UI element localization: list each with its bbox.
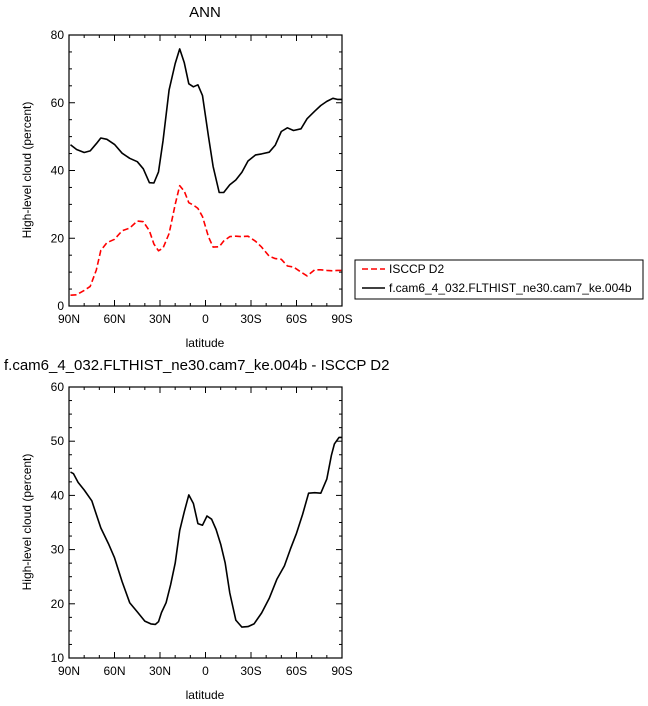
top-chart-frame (68, 34, 343, 307)
bottom-y-tick-label: 20 (51, 597, 65, 611)
top-y-tick-label: 20 (51, 231, 65, 245)
top-y-tick-label: 0 (57, 299, 64, 313)
bottom-chart-plot-area (70, 436, 342, 628)
bottom-x-tick-label: 90S (331, 664, 352, 678)
bottom-chart-y-label: High-level cloud (percent) (20, 454, 34, 591)
top-x-tick-label: 90N (58, 312, 80, 326)
bottom-x-tick-label: 30S (240, 664, 261, 678)
legend-label-model: f.cam6_4_032.FLTHIST_ne30.cam7_ke.004b (389, 281, 632, 295)
top-chart-x-label: latitude (186, 336, 225, 350)
bottom-y-tick-label: 50 (51, 434, 65, 448)
bottom-chart-y-axis: 10 20 30 40 50 60 (51, 380, 342, 665)
bottom-y-tick-label: 60 (51, 380, 65, 394)
top-series-line-1 (70, 48, 342, 194)
bottom-chart-x-label: latitude (186, 688, 225, 702)
top-x-tick-label: 60N (103, 312, 125, 326)
bottom-y-tick-label: 30 (51, 543, 65, 557)
legend-label-isccp: ISCCP D2 (389, 262, 444, 276)
bottom-chart-panel: f.cam6_4_032.FLTHIST_ne30.cam7_ke.004b -… (4, 357, 389, 702)
bottom-chart-title: f.cam6_4_032.FLTHIST_ne30.cam7_ke.004b -… (4, 357, 389, 374)
legend-box (354, 259, 644, 300)
bottom-x-tick-label: 0 (202, 664, 209, 678)
top-y-tick-label: 60 (51, 96, 65, 110)
top-chart-y-label: High-level cloud (percent) (20, 102, 34, 239)
bottom-series-line-0 (70, 436, 342, 628)
top-y-tick-label: 40 (51, 164, 65, 178)
bottom-x-tick-label: 60S (286, 664, 307, 678)
top-chart-title: ANN (189, 4, 221, 21)
bottom-chart-x-axis: 90N 60N 30N 0 30S 60S 90S (58, 387, 353, 678)
bottom-y-tick-label: 10 (51, 651, 65, 665)
top-chart-panel: ANN 0 20 40 60 80 90N 60N 30N 0 30S 60S 90S latitu… (20, 4, 353, 350)
top-x-tick-label: 90S (331, 312, 352, 326)
top-x-tick-label: 60S (286, 312, 307, 326)
top-chart-x-axis: 90N 60N 30N 0 30S 60S 90S (58, 35, 353, 326)
bottom-x-tick-label: 30N (149, 664, 171, 678)
bottom-y-tick-label: 40 (51, 488, 65, 502)
top-x-tick-label: 0 (202, 312, 209, 326)
bottom-x-tick-label: 60N (103, 664, 125, 678)
top-chart-plot-area (70, 48, 342, 296)
top-series-line-0 (70, 184, 342, 296)
top-x-tick-label: 30S (240, 312, 261, 326)
bottom-x-tick-label: 90N (58, 664, 80, 678)
top-x-tick-label: 30N (149, 312, 171, 326)
top-chart-y-axis: 0 20 40 60 80 (51, 28, 342, 313)
legend: ISCCP D2 f.cam6_4_032.FLTHIST_ne30.cam7_… (354, 259, 644, 300)
bottom-chart-frame (68, 386, 343, 659)
top-y-tick-label: 80 (51, 28, 65, 42)
